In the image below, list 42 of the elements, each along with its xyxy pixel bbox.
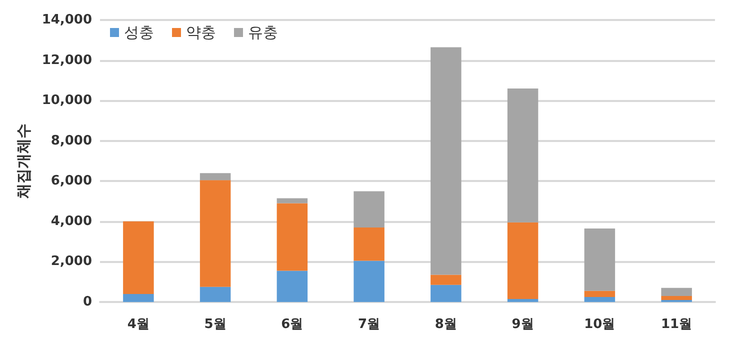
bar: [507, 222, 538, 299]
bar: [200, 173, 231, 180]
bar: [430, 47, 462, 275]
bar: [584, 296, 616, 302]
bar: [507, 88, 538, 222]
bar: [584, 228, 616, 291]
legend-label: 성충: [124, 24, 154, 42]
bar: [430, 274, 462, 285]
bar: [354, 227, 384, 261]
y-tick-label: 6,000: [50, 174, 92, 189]
y-tick-label: 10,000: [42, 93, 92, 108]
y-tick-label: 0: [82, 294, 92, 310]
x-tick-label: 9월: [512, 317, 534, 332]
bar: [200, 180, 231, 287]
bar: [430, 284, 462, 302]
x-tick-label: 11월: [661, 317, 692, 332]
bar: [584, 290, 616, 297]
y-tick-label: 14,000: [42, 12, 92, 28]
y-tick-label: 12,000: [42, 52, 92, 68]
legend-label: 약충: [186, 24, 216, 42]
bar: [507, 298, 538, 302]
y-tick-label: 2,000: [50, 254, 92, 270]
legend-label: 유충: [248, 24, 278, 42]
bar: [354, 260, 384, 302]
x-tick-label: 10월: [584, 317, 616, 332]
bar: [200, 286, 231, 302]
x-tick-label: 8월: [434, 317, 457, 332]
bar: [354, 191, 384, 228]
x-tick-label: 4월: [127, 317, 150, 332]
y-tick-label: 4,000: [50, 214, 92, 229]
y-axis-title: 채집개체수: [14, 124, 32, 200]
x-tick-label: 6월: [281, 317, 304, 332]
y-tick-label: 8,000: [50, 133, 92, 148]
bar: [661, 296, 692, 300]
bar: [276, 198, 308, 204]
bar: [123, 294, 154, 302]
bar: [276, 270, 308, 302]
bar: [661, 288, 692, 296]
bar: [276, 203, 308, 271]
bar: [123, 221, 154, 294]
x-tick-label: 5월: [204, 317, 226, 332]
x-tick-label: 7월: [358, 317, 380, 332]
